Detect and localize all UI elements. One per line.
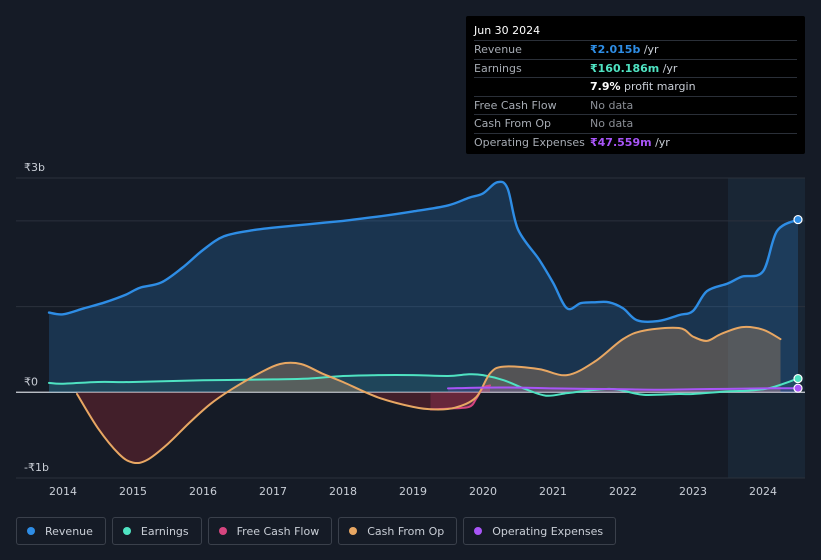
legend-label: Revenue (45, 524, 93, 538)
x-tick-label: 2014 (49, 485, 77, 498)
tooltip-row-label: Earnings (474, 61, 522, 75)
end-marker-earnings (793, 373, 803, 384)
legend-label: Cash From Op (367, 524, 445, 538)
line-cash-from-op (76, 325, 782, 465)
tooltip-row-label (474, 78, 590, 96)
tooltip-row-label: Cash From Op (474, 117, 552, 130)
x-tick-label: 2021 (539, 485, 567, 498)
y-tick-label: ₹0 (24, 375, 38, 388)
x-tick-label: 2016 (189, 485, 217, 498)
tooltip-rows: Revenue ₹2.015b /yr Earnings ₹160.186m /yr 7… (474, 41, 797, 151)
tooltip-row: 7.9% profit margin (474, 78, 797, 97)
legend-label: Earnings (140, 524, 189, 538)
tooltip-row: Cash From Op No data (474, 115, 797, 134)
area-cash-from-op-positive (226, 326, 781, 393)
legend-dot-icon (218, 527, 227, 535)
legend-item-revenue[interactable]: Revenue (16, 517, 106, 545)
x-tick-label: 2019 (399, 485, 427, 498)
legend-label: Operating Expenses (492, 524, 604, 538)
x-tick-label: 2024 (749, 485, 777, 498)
end-marker-operating-expenses (793, 383, 803, 393)
area-earnings (49, 374, 798, 396)
tooltip-row-value: 7.9% profit margin (590, 80, 696, 93)
legend-item-operating-expenses[interactable]: Operating Expenses (463, 517, 617, 545)
legend-item-cash-from-op[interactable]: Cash From Op (338, 517, 458, 545)
x-tick-label: 2022 (609, 485, 637, 498)
tooltip-row-value: ₹2.015b /yr (590, 43, 659, 56)
x-tick-label: 2023 (679, 485, 707, 498)
tooltip-row-label: Revenue (474, 43, 522, 56)
tooltip-panel: Jun 30 2024 Revenue ₹2.015b /yr Earnings ₹1… (466, 16, 805, 154)
area-free-cash-flow (430, 385, 490, 410)
x-tick-label: 2020 (469, 485, 497, 498)
legend-item-earnings[interactable]: Earnings (111, 517, 202, 545)
line-revenue (47, 180, 800, 324)
line-operating-expenses (447, 386, 799, 391)
legend-dot-icon (474, 527, 483, 535)
line-earnings (48, 373, 799, 397)
end-marker-revenue (793, 214, 803, 225)
tooltip-row: Free Cash Flow No data (474, 97, 797, 115)
y-tick-label: ₹3b (24, 161, 45, 174)
x-axis-labels: 2014 2015 2016 2017 2018 2019 2020 2021 2022 2023… (49, 485, 777, 498)
tooltip-row-label: Operating Expenses (474, 135, 585, 149)
chart-lines (47, 180, 800, 465)
tooltip-row: Earnings ₹160.186m /yr (474, 60, 797, 78)
legend-dot-icon (349, 527, 358, 535)
legend-dot-icon (27, 527, 35, 535)
chart-areas (49, 181, 798, 464)
legend-item-free-cash-flow[interactable]: Free Cash Flow (207, 517, 333, 545)
tooltip-row-value: No data (590, 117, 634, 130)
tooltip-row-label: Free Cash Flow (474, 98, 557, 112)
tooltip-row: Operating Expenses ₹47.559m /yr (474, 134, 797, 152)
tooltip-row: Revenue ₹2.015b /yr (474, 41, 797, 60)
legend-label: Free Cash Flow (236, 524, 320, 538)
chart-legend: Revenue Earnings Free Cash Flow Cash From O… (16, 517, 622, 545)
y-axis-labels: ₹3b ₹0 -₹1b (24, 161, 49, 474)
tooltip-date: Jun 30 2024 (474, 22, 797, 41)
legend-dot-icon (122, 527, 131, 535)
tooltip-row-value: ₹160.186m /yr (590, 61, 678, 75)
x-tick-label: 2015 (119, 485, 147, 498)
tooltip-row-value: No data (590, 98, 634, 112)
x-tick-label: 2017 (259, 485, 287, 498)
y-tick-label: -₹1b (24, 461, 49, 474)
area-cash-from-op-negative (77, 392, 781, 464)
tooltip-row-value: ₹47.559m /yr (590, 135, 670, 149)
area-revenue (49, 181, 798, 393)
x-tick-label: 2018 (329, 485, 357, 498)
series-end-markers (793, 214, 803, 393)
